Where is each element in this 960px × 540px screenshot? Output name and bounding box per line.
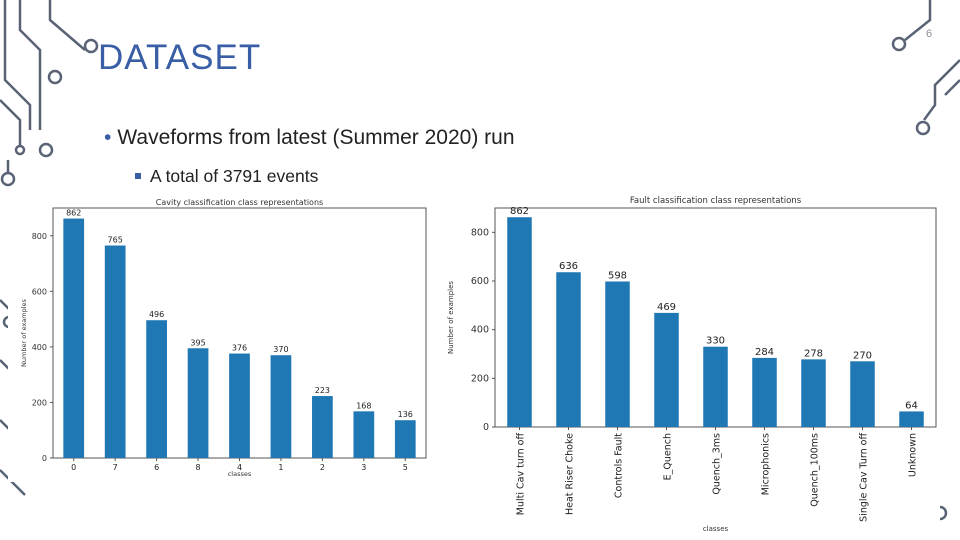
y-tick-label: 800: [32, 232, 47, 241]
data-label: 370: [273, 345, 288, 354]
x-tick-label: Unknown: [908, 433, 919, 477]
bullet-level-1: • Waveforms from latest (Summer 2020) run: [104, 126, 515, 150]
data-label: 284: [755, 347, 774, 358]
data-label: 496: [149, 310, 164, 319]
data-label: 270: [853, 350, 872, 361]
bar: [605, 281, 630, 427]
x-tick-label: Multi Cav turn off: [516, 433, 527, 516]
y-tick-label: 400: [471, 325, 489, 336]
bar: [507, 217, 532, 427]
data-label: 636: [559, 261, 578, 272]
bullet-dot-icon: •: [104, 126, 112, 149]
x-axis-label: classes: [703, 525, 729, 533]
bar: [270, 355, 292, 458]
x-tick-label: 3: [361, 463, 366, 472]
data-label: 330: [706, 336, 725, 347]
y-tick-label: 600: [32, 287, 47, 296]
bar: [312, 396, 333, 458]
data-label: 862: [510, 206, 529, 217]
x-tick-label: 7: [113, 463, 118, 472]
data-label: 862: [66, 209, 81, 218]
fault-classification-chart: Fault classification class representatio…: [440, 192, 940, 537]
data-label: 278: [804, 348, 823, 359]
x-tick-label: E_Quench: [663, 433, 674, 480]
data-label: 376: [232, 344, 247, 353]
slide-title: DATASET: [98, 38, 262, 77]
y-tick-label: 400: [32, 343, 47, 352]
bullet-square-icon: [135, 173, 141, 179]
x-tick-label: 6: [154, 463, 159, 472]
y-tick-label: 200: [32, 398, 47, 407]
bar: [229, 353, 250, 458]
data-label: 168: [356, 401, 371, 410]
x-tick-label: Single Cav Turn off: [859, 433, 870, 522]
y-tick-label: 200: [471, 373, 489, 384]
bar: [556, 272, 581, 427]
bar: [146, 320, 167, 458]
bar: [654, 312, 679, 427]
bar: [801, 359, 826, 427]
chart-title: Fault classification class representatio…: [630, 196, 802, 206]
data-label: 598: [608, 270, 627, 281]
y-tick-label: 0: [483, 422, 489, 433]
bar: [752, 357, 777, 427]
y-tick-label: 800: [471, 227, 489, 238]
x-tick-label: Microphonics: [761, 433, 772, 495]
bullet-text: A total of 3791 events: [150, 166, 319, 186]
x-tick-label: Quench_3ms: [712, 433, 723, 495]
y-tick-label: 0: [42, 454, 47, 463]
bar: [63, 218, 85, 458]
bar: [104, 245, 126, 458]
x-tick-label: 1: [278, 463, 283, 472]
x-tick-label: 8: [196, 463, 201, 472]
bar: [703, 346, 728, 427]
x-tick-label: 0: [71, 463, 76, 472]
bar: [353, 411, 375, 458]
cavity-classification-chart: Cavity classification class representati…: [8, 192, 428, 482]
y-axis-label: Number of examples: [447, 281, 455, 354]
x-tick-label: Quench_100ms: [810, 433, 821, 507]
slide-number: 6: [926, 28, 933, 40]
x-tick-label: 2: [320, 463, 325, 472]
y-axis-label: Number of examples: [20, 298, 28, 366]
bar: [899, 411, 924, 427]
bullet-text: Waveforms from latest (Summer 2020) run: [117, 126, 515, 149]
x-tick-label: Heat Riser Choke: [565, 433, 576, 515]
data-label: 469: [657, 302, 676, 313]
x-tick-label: Controls Fault: [614, 433, 625, 498]
x-tick-label: 5: [403, 463, 408, 472]
data-label: 64: [905, 400, 918, 411]
chart-title: Cavity classification class representati…: [156, 198, 323, 207]
data-label: 136: [398, 410, 413, 419]
data-label: 765: [108, 236, 123, 245]
y-tick-label: 600: [471, 276, 489, 287]
x-tick-label: 4: [237, 463, 242, 472]
bar: [187, 348, 209, 458]
bullet-level-2: A total of 3791 events: [135, 166, 318, 187]
x-axis-label: classes: [228, 470, 252, 478]
data-label: 395: [190, 338, 205, 347]
bar: [394, 420, 416, 458]
data-label: 223: [315, 386, 330, 395]
bar: [850, 361, 875, 427]
